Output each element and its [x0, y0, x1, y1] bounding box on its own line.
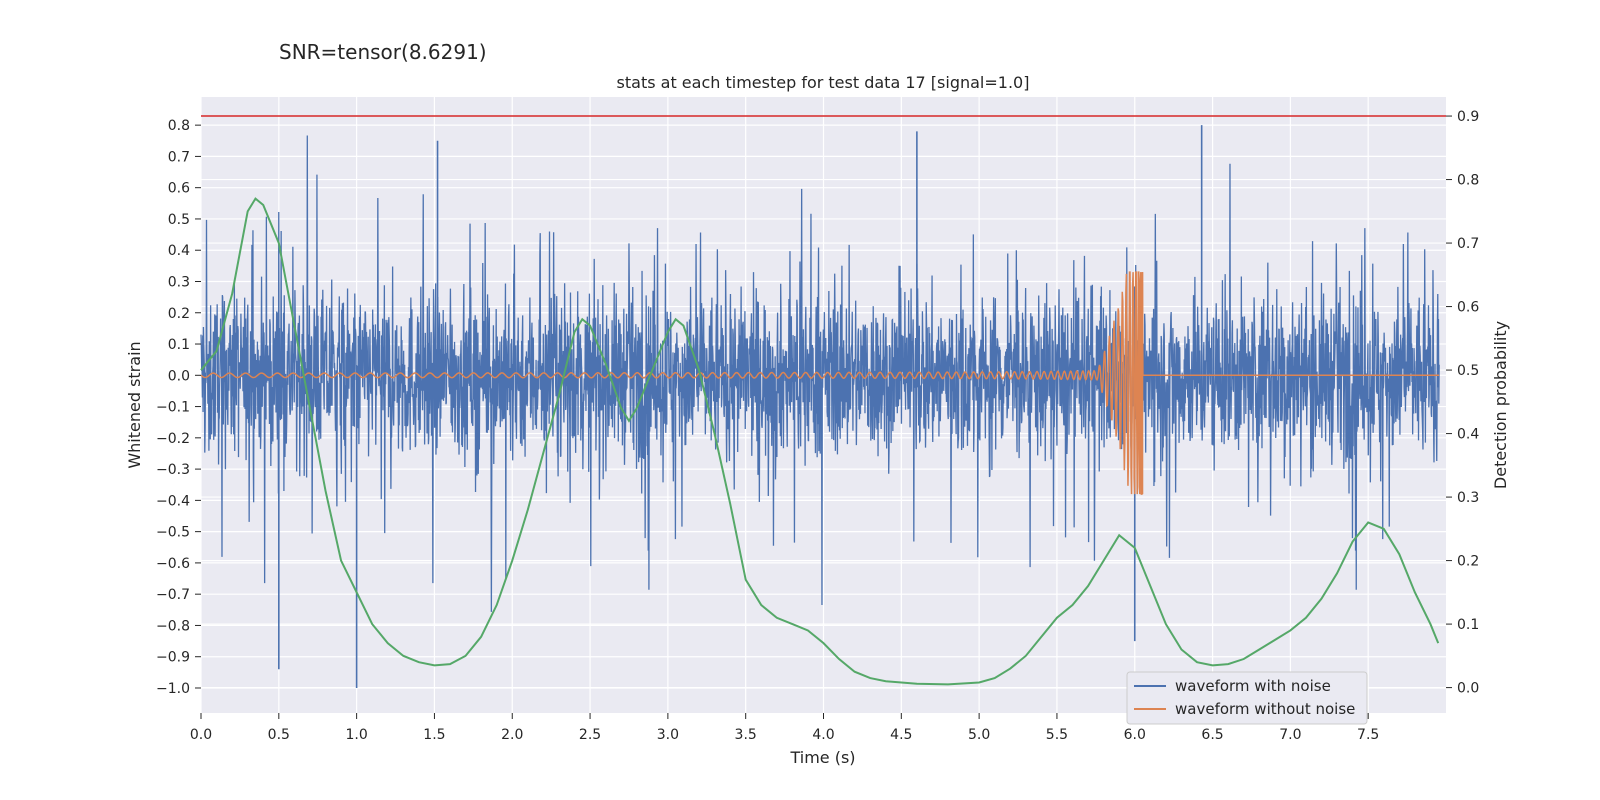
snr-suptitle: SNR=tensor(8.6291): [279, 40, 487, 64]
x-tick-label: 6.5: [1201, 727, 1223, 743]
x-tick-label: 3.5: [735, 727, 757, 743]
y-tick-label-left: 0.2: [168, 306, 190, 322]
x-tick-label: 1.5: [423, 727, 445, 743]
legend-label-clean: waveform without noise: [1175, 700, 1355, 718]
y-tick-label-left: 0.8: [168, 118, 190, 134]
y-tick-label-left: −0.3: [156, 462, 190, 478]
y-tick-label-left: 0.3: [168, 274, 190, 290]
x-tick-label: 4.0: [812, 727, 834, 743]
y-tick-label-left: 0.0: [168, 368, 190, 384]
x-tick-label: 2.5: [579, 727, 601, 743]
y-tick-label-right: 0.0: [1457, 681, 1479, 697]
y-tick-label-right: 0.1: [1457, 617, 1479, 633]
x-tick-label: 7.0: [1279, 727, 1301, 743]
y-tick-label-left: 0.6: [168, 181, 190, 197]
y-tick-label-left: 0.1: [168, 337, 190, 353]
x-tick-label: 5.0: [968, 727, 990, 743]
y-axis-label-right: Detection probability: [1491, 321, 1510, 489]
y-tick-label-right: 0.5: [1457, 363, 1479, 379]
plot-area: [200, 115, 1446, 688]
x-tick-label: 4.5: [890, 727, 912, 743]
chart-title: stats at each timestep for test data 17 …: [617, 73, 1030, 92]
y-tick-label-right: 0.7: [1457, 236, 1479, 252]
y-tick-label-right: 0.4: [1457, 427, 1479, 443]
y-tick-label-left: −0.2: [156, 431, 190, 447]
x-tick-label: 6.0: [1124, 727, 1146, 743]
y-tick-label-left: −0.8: [156, 618, 190, 634]
y-tick-label-left: −0.9: [156, 650, 190, 666]
x-tick-label: 0.0: [190, 727, 212, 743]
y-axis-label-left: Whitened strain: [125, 341, 144, 468]
series-waveform-with-noise: [200, 135, 1440, 612]
x-tick-label: 5.5: [1046, 727, 1068, 743]
y-tick-label-left: 0.4: [168, 243, 190, 259]
legend-label-noise: waveform with noise: [1175, 677, 1331, 695]
legend-box: [1126, 671, 1368, 725]
x-tick-label: 0.5: [268, 727, 290, 743]
x-axis-label: Time (s): [789, 748, 855, 767]
y-tick-label-left: −0.5: [156, 525, 190, 541]
y-tick-label-right: 0.3: [1457, 490, 1479, 506]
legend: waveform with noise waveform without noi…: [1126, 671, 1368, 725]
y-tick-label-right: 0.8: [1457, 173, 1479, 189]
x-tick-label: 7.5: [1357, 727, 1379, 743]
axes: 0.0 0.5 1.0 1.5 2.0 2.5 3.0 3.5 4.0 4.5 5.0 5.5 6.0 6…: [156, 109, 1479, 743]
y-tick-label-left: 0.5: [168, 212, 190, 228]
x-tick-label: 2.0: [501, 727, 523, 743]
y-tick-label-left: 0.7: [168, 149, 190, 165]
x-tick-label: 1.0: [345, 727, 367, 743]
y-tick-label-left: −0.7: [156, 587, 190, 603]
series-waveform-without-noise: [200, 271, 1440, 495]
y-tick-label-left: −0.6: [156, 556, 190, 572]
y-tick-label-left: −0.4: [156, 493, 190, 509]
y-tick-label-left: −0.1: [156, 400, 190, 416]
x-tick-label: 3.0: [657, 727, 679, 743]
series-detection-probability: [200, 197, 1440, 686]
y-tick-label-right: 0.9: [1457, 109, 1479, 125]
y-tick-label-left: −1.0: [156, 681, 190, 697]
y-tick-label-right: 0.2: [1457, 554, 1479, 570]
y-tick-label-right: 0.6: [1457, 300, 1479, 316]
